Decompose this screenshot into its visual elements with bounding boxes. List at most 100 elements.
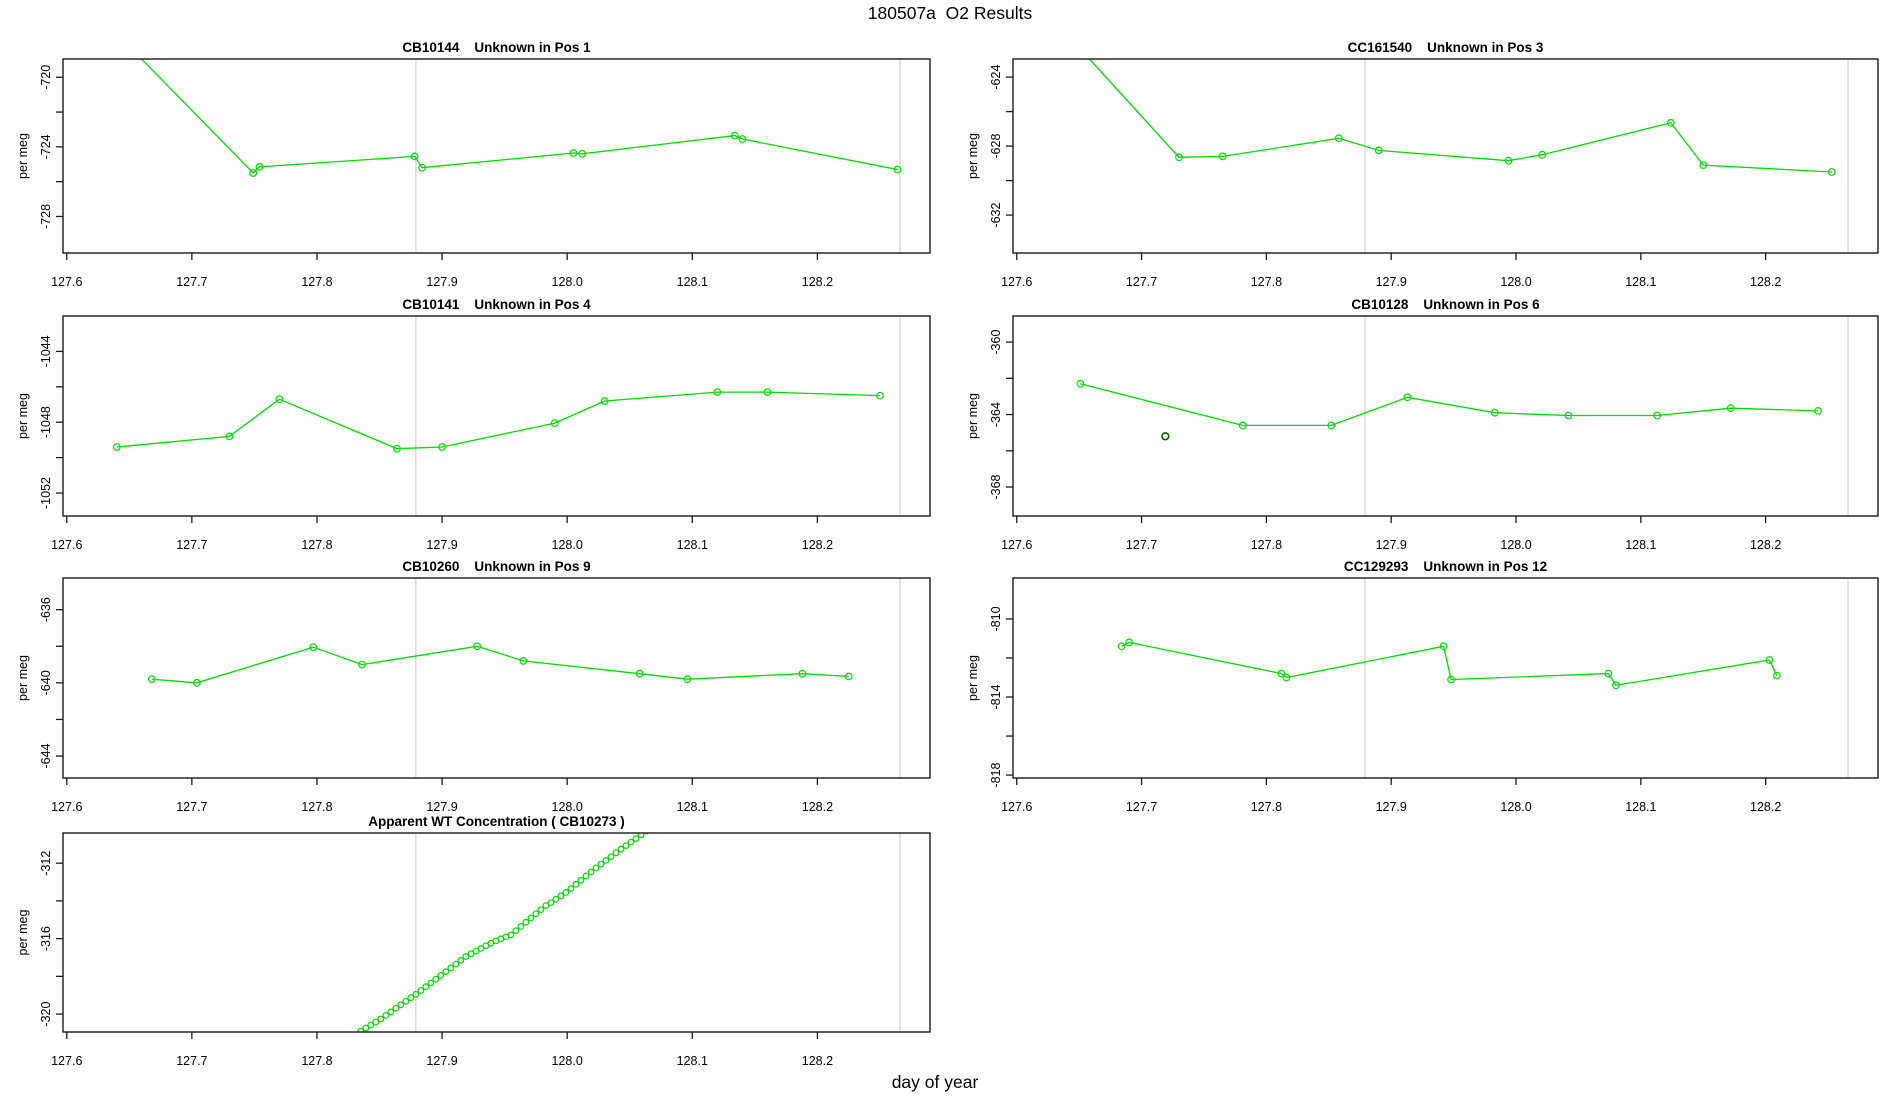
panel-CB10260: 127.6 127.7 127.8 127.9 128.0 128.1 128.2 -636 -… bbox=[16, 559, 931, 814]
data-point bbox=[249, 169, 258, 177]
data-point bbox=[713, 388, 722, 397]
data-point bbox=[567, 885, 575, 892]
panel-title: CB10141 Unknown in Pos 4 bbox=[402, 297, 591, 312]
data-point bbox=[372, 1018, 380, 1026]
data-point bbox=[517, 923, 525, 930]
y-axis-label: per meg bbox=[966, 133, 980, 179]
data-point bbox=[417, 987, 425, 994]
x-tick-label: 127.6 bbox=[1001, 800, 1032, 814]
x-tick-label: 128.0 bbox=[1500, 538, 1531, 552]
plot-border bbox=[1012, 315, 1879, 517]
x-tick-label: 128.0 bbox=[552, 800, 583, 814]
data-point bbox=[1076, 379, 1085, 388]
data-point bbox=[683, 675, 692, 684]
data-point bbox=[798, 669, 807, 678]
x-tick-label: 127.7 bbox=[176, 800, 207, 814]
data-point bbox=[1490, 408, 1499, 417]
plot-border bbox=[62, 832, 931, 1033]
y-tick-label: -364 bbox=[989, 402, 1003, 427]
series-line bbox=[140, 59, 898, 174]
y-tick-label: -728 bbox=[39, 204, 53, 229]
data-point bbox=[844, 672, 853, 681]
panel-CB10128: 127.6 127.7 127.8 127.9 128.0 128.1 128.2 -360 -… bbox=[966, 297, 1879, 552]
data-point bbox=[612, 849, 620, 857]
data-point bbox=[587, 868, 595, 876]
y-tick-label: -814 bbox=[989, 684, 1003, 709]
data-point bbox=[552, 895, 560, 903]
y-tick-label: -1044 bbox=[39, 335, 53, 367]
x-tick-label: 127.6 bbox=[51, 538, 82, 552]
data-point bbox=[1439, 642, 1448, 651]
plot-border bbox=[1012, 58, 1879, 254]
data-point bbox=[519, 657, 528, 665]
flagged-data-point bbox=[1161, 432, 1170, 441]
y-tick-label: -720 bbox=[39, 65, 53, 90]
x-tick-label: 127.7 bbox=[1126, 275, 1157, 289]
data-point bbox=[730, 131, 739, 140]
panel-title: CC129293 Unknown in Pos 12 bbox=[1344, 559, 1547, 574]
x-tick-label: 128.2 bbox=[802, 1054, 833, 1068]
data-point bbox=[357, 1027, 365, 1032]
data-point bbox=[577, 876, 585, 884]
data-point bbox=[569, 149, 578, 157]
data-point bbox=[622, 842, 630, 849]
data-point bbox=[397, 1001, 405, 1009]
y-tick-label: -818 bbox=[989, 763, 1003, 788]
x-tick-label: 128.1 bbox=[1625, 800, 1656, 814]
data-point bbox=[592, 864, 600, 872]
data-point bbox=[402, 997, 410, 1005]
x-tick-label: 128.2 bbox=[802, 275, 833, 289]
data-point bbox=[597, 860, 605, 868]
data-point bbox=[1765, 656, 1774, 664]
x-tick-label: 128.2 bbox=[802, 800, 833, 814]
data-point bbox=[527, 914, 535, 922]
x-tick-label: 127.6 bbox=[51, 275, 82, 289]
data-point bbox=[1564, 411, 1573, 420]
x-tick-label: 127.9 bbox=[426, 275, 457, 289]
x-tick-label: 128.1 bbox=[677, 275, 708, 289]
x-tick-label: 128.1 bbox=[677, 1054, 708, 1068]
y-tick-label: -1048 bbox=[39, 406, 53, 438]
y-tick-label: -628 bbox=[989, 134, 1003, 159]
data-point bbox=[893, 165, 902, 174]
data-point bbox=[557, 892, 565, 900]
data-point bbox=[438, 443, 447, 451]
data-point bbox=[393, 444, 401, 453]
y-axis-label: per meg bbox=[966, 393, 980, 439]
y-axis-label: per meg bbox=[16, 133, 30, 179]
data-point bbox=[1218, 152, 1227, 161]
x-tick-label: 128.1 bbox=[677, 800, 708, 814]
data-point bbox=[763, 388, 772, 397]
y-tick-label: -724 bbox=[39, 134, 53, 159]
y-tick-label: -640 bbox=[39, 670, 53, 695]
x-tick-label: 128.2 bbox=[1750, 800, 1781, 814]
data-point bbox=[617, 845, 625, 853]
x-tick-label: 127.7 bbox=[176, 275, 207, 289]
panel-title: CB10128 Unknown in Pos 6 bbox=[1351, 297, 1540, 312]
x-tick-label: 127.6 bbox=[51, 1054, 82, 1068]
data-point bbox=[472, 947, 480, 955]
data-point bbox=[1238, 421, 1247, 430]
data-point bbox=[1772, 671, 1781, 680]
y-axis-label: per meg bbox=[966, 655, 980, 701]
data-point bbox=[627, 838, 635, 846]
x-tick-label: 128.1 bbox=[677, 538, 708, 552]
x-tick-label: 127.8 bbox=[1251, 275, 1282, 289]
data-point bbox=[632, 835, 640, 842]
data-point bbox=[412, 990, 420, 998]
x-tick-label: 127.8 bbox=[301, 275, 332, 289]
data-point bbox=[1538, 150, 1547, 159]
panel-CC129293: 127.6 127.7 127.8 127.9 128.0 128.1 128.2 -810 -… bbox=[966, 559, 1879, 814]
x-tick-label: 127.9 bbox=[1376, 275, 1407, 289]
data-point bbox=[112, 443, 121, 451]
data-point bbox=[1504, 156, 1513, 165]
y-tick-label: -632 bbox=[989, 203, 1003, 228]
x-tick-label: 127.9 bbox=[426, 538, 457, 552]
x-axis-title: day of year bbox=[891, 1072, 979, 1092]
y-tick-label: -1052 bbox=[39, 477, 53, 509]
data-point bbox=[1374, 146, 1383, 155]
data-point bbox=[447, 964, 455, 972]
y-tick-label: -312 bbox=[39, 851, 53, 876]
data-point bbox=[410, 152, 419, 161]
